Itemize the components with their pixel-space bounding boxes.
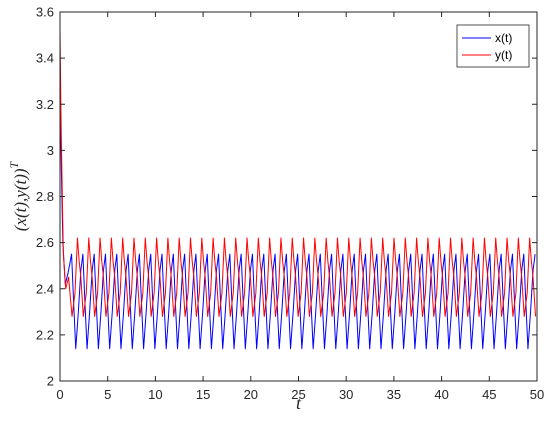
- x-tick-label: 0: [56, 387, 63, 402]
- series-line-y: [59, 30, 537, 317]
- series-line-x: [59, 81, 536, 350]
- x-tick-label: 25: [291, 387, 305, 402]
- x-tick-label: 15: [196, 387, 210, 402]
- y-axis-label-superscript: T: [7, 160, 21, 168]
- y-tick-label: 2.8: [36, 189, 54, 204]
- series-layer: [59, 30, 537, 350]
- y-tick-label: 3.2: [36, 97, 54, 112]
- legend: x(t) y(t): [456, 24, 530, 68]
- ticks-layer: 0 5 10 15 20 25 30 35 40 45 50 2 2.2 2.4 2.6 2.8 3 3.2 3.4…: [36, 5, 544, 403]
- y-tick-label: 3.6: [36, 5, 54, 20]
- x-tick-label: 5: [104, 387, 111, 402]
- x-tick-label: 50: [530, 387, 544, 402]
- y-axis-label-text: (x(t),y(t)): [11, 168, 30, 231]
- legend-label-x: x(t): [495, 31, 512, 45]
- x-tick-label: 40: [434, 387, 448, 402]
- x-tick-label: 45: [482, 387, 496, 402]
- x-tick-label: 35: [387, 387, 401, 402]
- x-axis-label: t: [296, 393, 302, 413]
- x-tick-label: 20: [244, 387, 258, 402]
- y-tick-label: 2.4: [36, 281, 54, 296]
- legend-box: [456, 24, 530, 68]
- x-tick-label: 30: [339, 387, 353, 402]
- plot-background: [60, 12, 537, 381]
- y-axis-label: (x(t),y(t))T: [7, 160, 30, 231]
- y-tick-label: 2.6: [36, 235, 54, 250]
- y-tick-label: 3: [47, 143, 54, 158]
- x-tick-label: 10: [148, 387, 162, 402]
- y-tick-label: 3.4: [36, 51, 54, 66]
- legend-label-y: y(t): [495, 48, 512, 62]
- svg-text:(x(t),y(t))T: (x(t),y(t))T: [7, 160, 30, 231]
- y-tick-label: 2.2: [36, 327, 54, 342]
- y-tick-label: 2: [47, 374, 54, 389]
